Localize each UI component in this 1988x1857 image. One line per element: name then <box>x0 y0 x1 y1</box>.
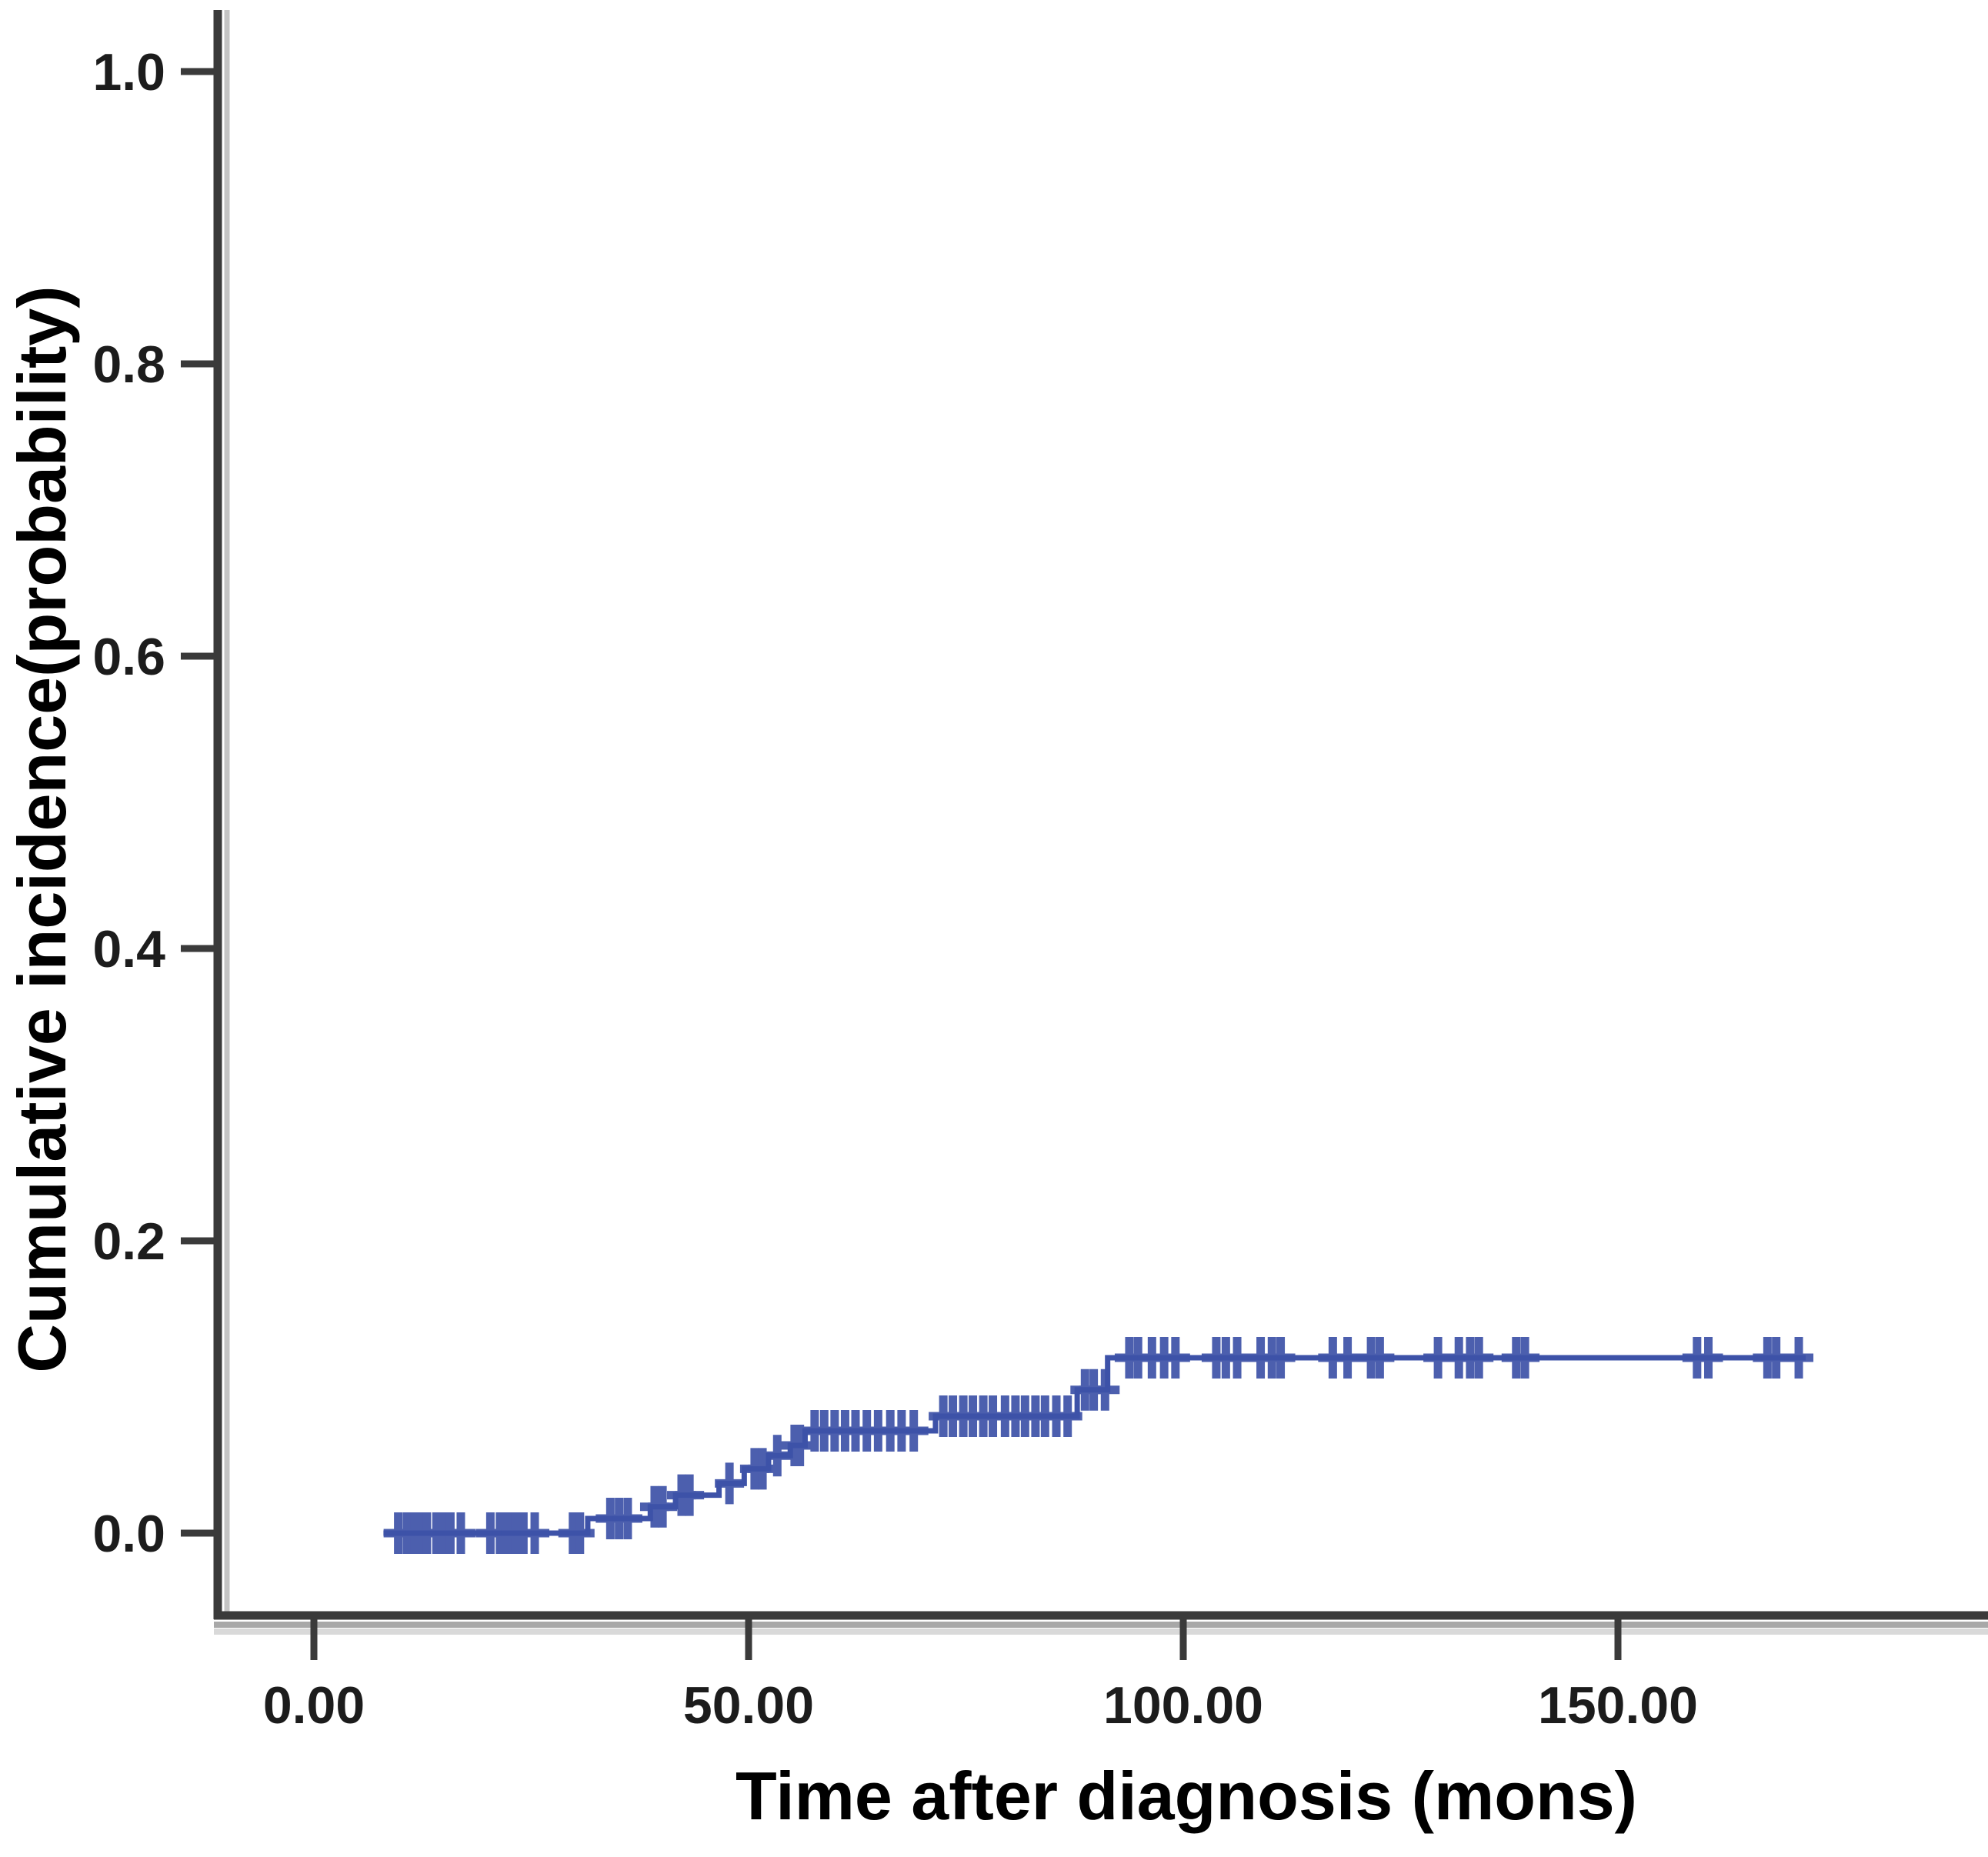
y-tick-label: 0.6 <box>92 628 165 686</box>
censor-plus-mark <box>648 1485 678 1528</box>
censor-plus-mark <box>1510 1337 1540 1379</box>
censor-plus-mark <box>899 1410 929 1452</box>
y-tick-label: 0.8 <box>92 335 165 394</box>
x-axis-title: Time after diagnosis (mons) <box>735 1758 1637 1834</box>
censor-plus-mark <box>1784 1337 1814 1379</box>
censor-plus-mark <box>1052 1395 1082 1437</box>
censor-plus-mark <box>715 1462 745 1505</box>
x-tick-label: 0.00 <box>263 1676 365 1735</box>
censor-plus-mark <box>612 1498 642 1539</box>
censor-plus-mark <box>748 1448 778 1490</box>
censor-plus-mark <box>1160 1337 1190 1379</box>
censor-marks <box>383 1337 1814 1554</box>
censor-plus-mark <box>1090 1369 1120 1411</box>
censor-plus-mark <box>565 1512 595 1554</box>
x-axis-ticks: 0.00 50.00 100.00 150.00 <box>263 1615 1698 1735</box>
y-axis-ticks: 0.0 0.2 0.4 0.6 0.8 1.0 <box>92 43 218 1563</box>
y-tick-label: 1.0 <box>92 43 165 102</box>
censor-plus-mark <box>1693 1337 1723 1379</box>
x-tick-label: 100.00 <box>1103 1676 1263 1735</box>
censor-plus-mark <box>785 1425 815 1466</box>
censor-plus-mark <box>762 1435 792 1477</box>
y-tick-label: 0.0 <box>92 1505 165 1563</box>
x-tick-label: 50.00 <box>683 1676 814 1735</box>
y-tick-label: 0.4 <box>92 920 165 979</box>
y-tick-label: 0.2 <box>92 1212 165 1271</box>
censor-plus-mark <box>1365 1337 1395 1379</box>
censor-plus-mark <box>445 1512 475 1554</box>
censor-plus-mark <box>1266 1337 1296 1379</box>
censor-plus-mark <box>675 1474 705 1516</box>
y-axis-title: Cumulative incidence(probability) <box>4 285 80 1372</box>
x-tick-label: 150.00 <box>1538 1676 1698 1735</box>
censor-plus-mark <box>1464 1337 1494 1379</box>
censor-plus-mark <box>520 1512 550 1554</box>
